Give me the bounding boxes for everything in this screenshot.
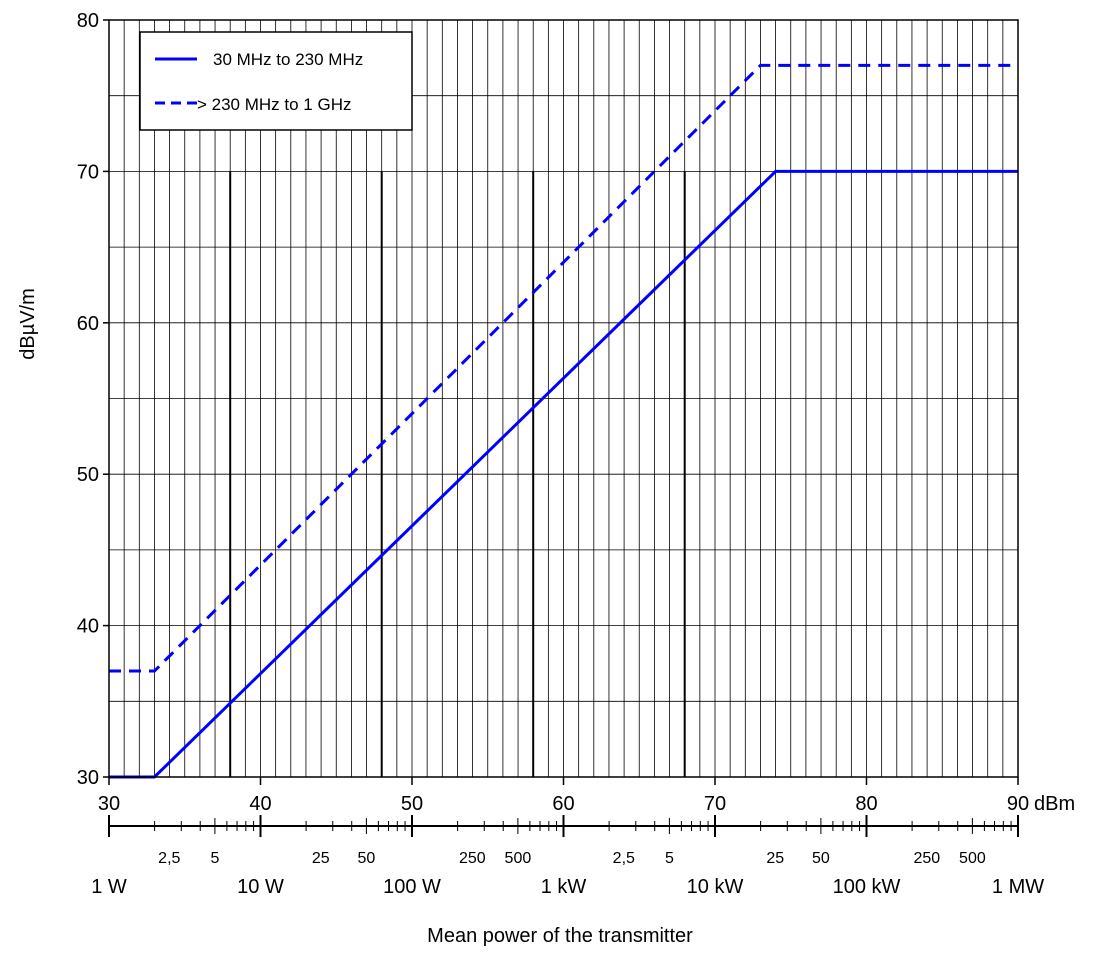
y-tick-label: 80	[77, 10, 99, 32]
power-minor-label: 250	[913, 850, 940, 867]
power-minor-label: 500	[959, 850, 986, 867]
axis-ticks: 30 40 50 60 70 80 30 40 50 60 70 80 90 2,5 5 25 50 250 500…	[77, 10, 1044, 898]
power-minor-label: 25	[312, 850, 330, 867]
legend: 30 MHz to 230 MHz > 230 MHz to 1 GHz	[139, 31, 413, 131]
grid	[109, 19, 1018, 778]
y-tick-label: 50	[77, 464, 99, 486]
legend-box	[139, 31, 413, 131]
power-major-label: 1 W	[91, 876, 127, 898]
x-tick-label: 70	[704, 793, 726, 815]
power-minor-label: 50	[358, 850, 376, 867]
power-minor-label: 250	[459, 850, 486, 867]
x-unit-label: dBm	[1034, 793, 1075, 815]
y-tick-label: 60	[77, 313, 99, 335]
y-tick-label: 70	[77, 161, 99, 183]
x-tick-label: 30	[98, 793, 120, 815]
legend-label-series-2: > 230 MHz to 1 GHz	[197, 95, 351, 114]
y-axis-label: dBµV/m	[17, 288, 39, 360]
power-minor-label: 5	[210, 850, 219, 867]
power-major-label: 100 W	[383, 876, 441, 898]
power-major-label: 100 kW	[833, 876, 901, 898]
series-line-2	[109, 63, 1018, 673]
power-major-label: 1 MW	[992, 876, 1044, 898]
x-tick-label: 80	[855, 793, 877, 815]
legend-label-series-1: 30 MHz to 230 MHz	[213, 50, 363, 69]
x-tick-label: 60	[552, 793, 574, 815]
x-tick-label: 50	[401, 793, 423, 815]
power-major-label: 10 W	[237, 876, 284, 898]
power-minor-label: 25	[766, 850, 784, 867]
power-minor-label: 50	[812, 850, 830, 867]
power-minor-label: 2,5	[158, 850, 180, 867]
y-tick-label: 40	[77, 616, 99, 638]
x-axis-label: Mean power of the transmitter	[427, 925, 693, 947]
power-major-label: 1 kW	[541, 876, 587, 898]
y-tick-label: 30	[77, 767, 99, 789]
power-minor-label: 5	[665, 850, 674, 867]
power-major-label: 10 kW	[687, 876, 744, 898]
power-minor-label: 500	[505, 850, 532, 867]
x-tick-label: 40	[249, 793, 271, 815]
x-tick-label: 90	[1007, 793, 1029, 815]
power-minor-label: 2,5	[613, 850, 635, 867]
